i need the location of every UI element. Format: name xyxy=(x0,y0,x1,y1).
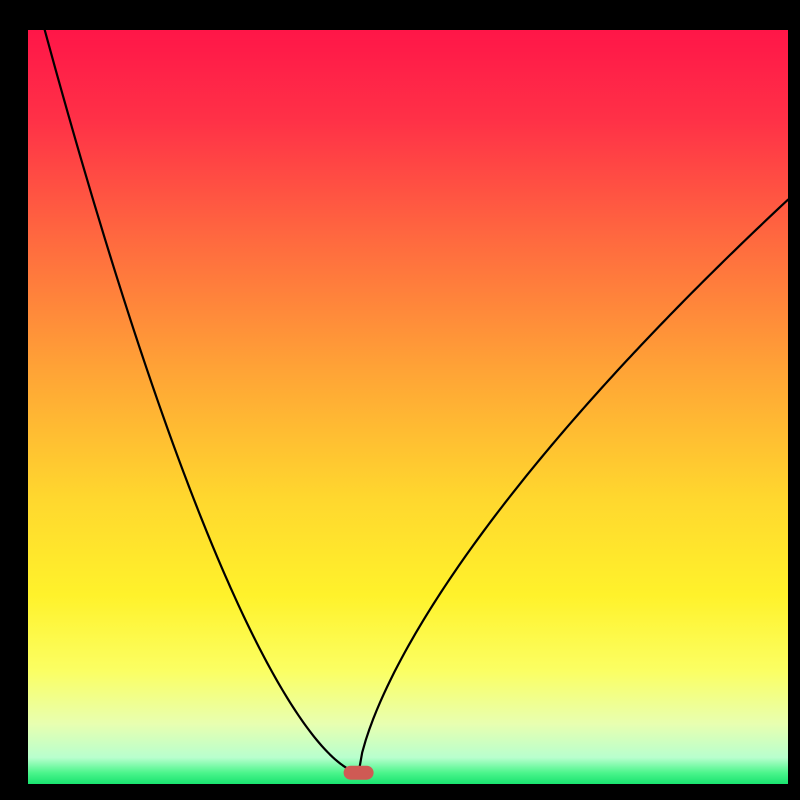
frame-top xyxy=(0,0,800,30)
frame-right xyxy=(788,0,800,800)
frame-bottom xyxy=(0,784,800,800)
optimal-point-marker xyxy=(344,766,374,780)
gradient-background xyxy=(28,30,788,784)
chart-svg xyxy=(0,0,800,800)
frame-left xyxy=(0,0,28,800)
